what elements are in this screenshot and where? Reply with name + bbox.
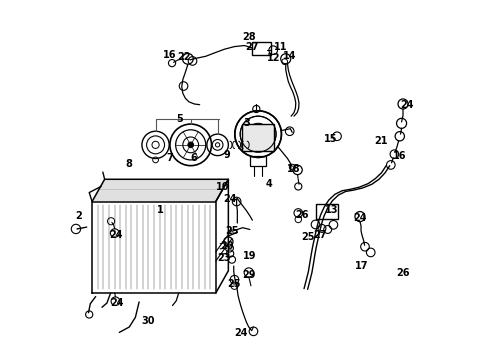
Text: 30: 30 <box>141 316 154 325</box>
Text: 7: 7 <box>166 153 173 163</box>
Text: 25: 25 <box>227 279 241 289</box>
Text: 24: 24 <box>109 230 122 239</box>
Text: 12: 12 <box>266 53 279 63</box>
Text: 18: 18 <box>286 164 300 174</box>
Text: 26: 26 <box>395 268 409 278</box>
Text: 15: 15 <box>323 134 337 144</box>
Text: 24: 24 <box>234 328 247 338</box>
Text: 27: 27 <box>312 230 326 239</box>
Text: 28: 28 <box>242 32 255 41</box>
Text: 14: 14 <box>282 51 295 61</box>
Text: 25: 25 <box>300 232 314 242</box>
Text: 24: 24 <box>352 213 366 222</box>
Text: 21: 21 <box>373 136 386 146</box>
Circle shape <box>187 142 193 148</box>
Bar <box>242 125 274 151</box>
Circle shape <box>254 131 261 138</box>
Text: 20: 20 <box>220 241 234 251</box>
Bar <box>250 156 265 166</box>
Text: 29: 29 <box>242 270 255 280</box>
Text: 9: 9 <box>223 150 229 160</box>
Text: 24: 24 <box>110 298 123 308</box>
Text: 25: 25 <box>225 226 238 236</box>
Text: 10: 10 <box>216 182 229 192</box>
Text: 13: 13 <box>324 206 337 216</box>
Text: 24: 24 <box>223 194 236 204</box>
Text: 17: 17 <box>355 261 368 271</box>
Text: 24: 24 <box>399 100 412 110</box>
Text: 16: 16 <box>162 50 176 60</box>
Text: 26: 26 <box>295 210 308 220</box>
Bar <box>315 204 337 220</box>
Text: 19: 19 <box>243 251 256 261</box>
Text: 2: 2 <box>75 211 82 221</box>
Text: 3: 3 <box>243 118 249 128</box>
Text: 4: 4 <box>265 179 272 189</box>
Text: 11: 11 <box>273 42 286 52</box>
Text: 6: 6 <box>190 153 197 163</box>
Text: 5: 5 <box>176 114 182 124</box>
Text: 1: 1 <box>157 206 163 216</box>
Text: 23: 23 <box>217 253 230 263</box>
Text: 16: 16 <box>392 150 406 161</box>
Bar <box>252 41 270 55</box>
Text: 22: 22 <box>177 52 191 62</box>
Text: 27: 27 <box>245 42 259 52</box>
Text: 8: 8 <box>125 159 132 169</box>
